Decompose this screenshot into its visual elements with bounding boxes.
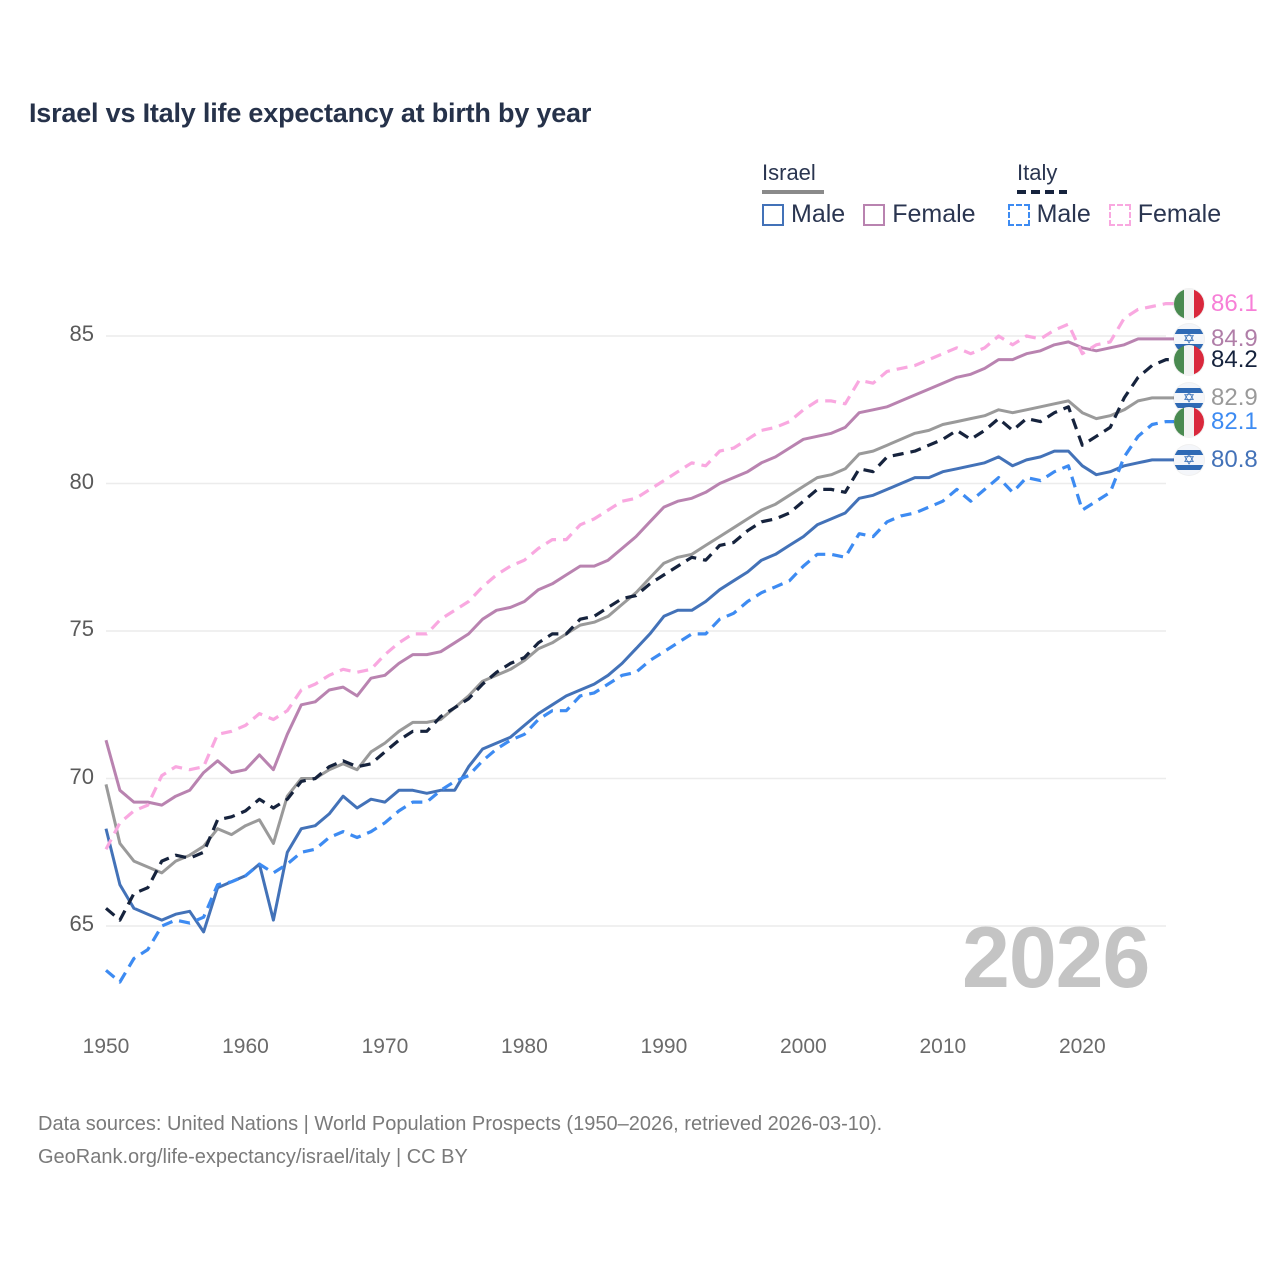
end-label-value: 82.1 (1211, 407, 1258, 435)
legend-group-italy: Italy (1017, 160, 1067, 194)
y-tick-label: 75 (69, 616, 94, 641)
legend-group-italy-underline (1017, 190, 1067, 194)
y-tick-label: 70 (69, 763, 94, 789)
x-tick-label: 2010 (919, 1035, 967, 1058)
end-label-italy-86.1: 86.1 (1174, 288, 1258, 320)
italy-flag-icon (1174, 406, 1204, 437)
legend-item-israel-male[interactable]: Male (762, 200, 845, 229)
end-label-value: 80.8 (1211, 445, 1258, 473)
page-title: Israel vs Italy life expectancy at birth… (29, 98, 592, 128)
x-tick-label: 1980 (501, 1035, 548, 1058)
legend-group-israel-underline (762, 190, 824, 194)
y-tick-label: 80 (69, 468, 94, 494)
end-label-value: 84.9 (1211, 324, 1258, 352)
end-label-israel-82.9: ✡ 82.9 (1174, 382, 1258, 414)
legend-item-israel-female[interactable]: Female (863, 200, 976, 229)
legend-group-israel: Israel (762, 160, 824, 194)
legend-item-italy-male[interactable]: Male (1007, 200, 1091, 229)
legend-label-italy-female: Female (1137, 200, 1222, 228)
series-line-italy-male (104, 420, 1174, 984)
end-label-israel-84.9: ✡ 84.9 (1174, 323, 1258, 355)
end-label-italy-82.1: 82.1 (1174, 406, 1258, 438)
legend-swatch-italy-female (1108, 203, 1131, 226)
legend-swatch-israel-male (762, 203, 784, 226)
italy-flag-icon (1174, 288, 1204, 319)
italy-flag-icon (1174, 344, 1204, 375)
x-tick-label: 2020 (1058, 1035, 1106, 1058)
footer-line-1: Data sources: United Nations | World Pop… (38, 1113, 883, 1135)
year-watermark: 2026 (962, 910, 1150, 1006)
legend-item-italy-female[interactable]: Female (1108, 200, 1222, 229)
legend-label-italy-male: Male (1036, 200, 1091, 228)
footer: Data sources: United Nations | World Pop… (38, 1108, 882, 1174)
x-tick-label: 1970 (361, 1035, 409, 1058)
israel-flag-icon: ✡ (1174, 444, 1204, 475)
legend-group-israel-label: Israel (762, 160, 816, 185)
series-line-italy-female (104, 302, 1174, 851)
footer-line-2: GeoRank.org/life-expectancy/israel/italy… (38, 1146, 468, 1168)
x-tick-label: 2000 (780, 1035, 827, 1058)
legend-swatch-italy-male (1007, 203, 1030, 226)
legend: Israel Italy Male Female Male Female (762, 160, 1252, 240)
legend-swatch-israel-female (863, 203, 886, 226)
legend-items: Male Female Male Female (762, 200, 1221, 229)
series-line-israel-female (104, 337, 1174, 807)
y-tick-label: 85 (69, 321, 94, 346)
end-label-italy-84.2: 84.2 (1174, 344, 1258, 376)
end-label-value: 82.9 (1211, 383, 1258, 411)
legend-group-italy-label: Italy (1017, 160, 1058, 185)
end-label-value: 86.1 (1211, 289, 1258, 317)
x-tick-label: 1990 (640, 1035, 688, 1058)
series-line-italy-both-sexes (104, 358, 1174, 922)
x-tick-label: 1960 (222, 1035, 269, 1058)
end-label-israel-80.8: ✡ 80.8 (1174, 444, 1258, 476)
series-line-israel-male (104, 449, 1174, 934)
x-tick-label: 1950 (82, 1035, 130, 1058)
series-line-israel-both-sexes (104, 396, 1174, 875)
legend-label-israel-female: Female (892, 200, 976, 228)
legend-label-israel-male: Male (791, 200, 846, 228)
y-tick-label: 65 (69, 911, 94, 936)
end-label-value: 84.2 (1211, 345, 1258, 373)
